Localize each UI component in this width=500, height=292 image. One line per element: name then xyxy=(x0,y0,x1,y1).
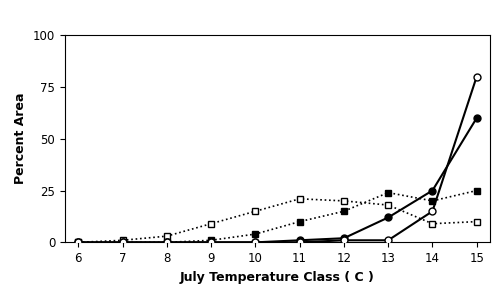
Y-axis label: Percent Area: Percent Area xyxy=(14,93,28,185)
X-axis label: July Temperature Class ( C ): July Temperature Class ( C ) xyxy=(180,271,375,284)
